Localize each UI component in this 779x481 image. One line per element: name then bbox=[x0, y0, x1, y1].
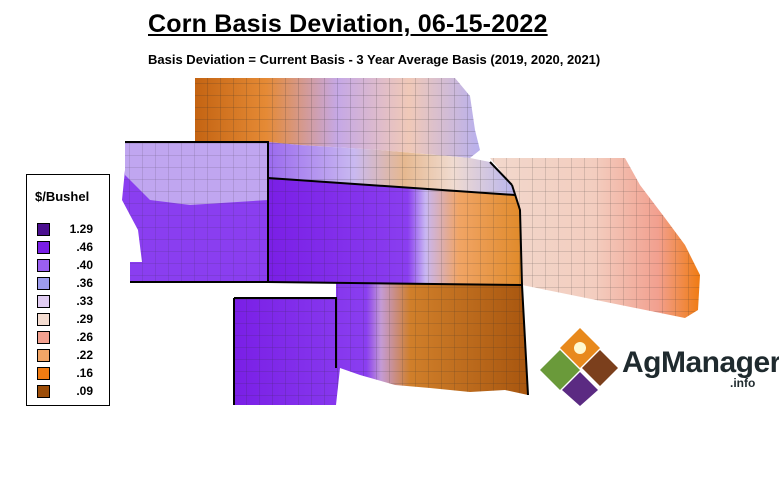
legend-label: .46 bbox=[76, 240, 93, 254]
logo-suffix: .info bbox=[730, 376, 756, 390]
legend-item: .09 bbox=[37, 384, 107, 399]
region-north bbox=[195, 78, 480, 158]
legend-item: .33 bbox=[37, 294, 107, 309]
legend-swatch bbox=[37, 223, 50, 236]
legend-item: .46 bbox=[37, 240, 107, 255]
region-oklahoma bbox=[234, 282, 528, 405]
region-missouri bbox=[490, 158, 700, 318]
legend-swatch bbox=[37, 259, 50, 272]
legend-swatch bbox=[37, 241, 50, 254]
legend-item: .29 bbox=[37, 312, 107, 327]
legend-swatch bbox=[37, 331, 50, 344]
region-kansas bbox=[268, 178, 522, 285]
legend-label: .09 bbox=[76, 384, 93, 398]
state-borders bbox=[125, 141, 529, 405]
legend-item: .16 bbox=[37, 366, 107, 381]
legend-swatch bbox=[37, 349, 50, 362]
legend-item: .40 bbox=[37, 258, 107, 273]
logo-wordmark: AgManager bbox=[622, 346, 779, 379]
legend-label: .33 bbox=[76, 294, 93, 308]
map-subtitle: Basis Deviation = Current Basis - 3 Year… bbox=[148, 52, 601, 67]
legend-label: .16 bbox=[76, 366, 93, 380]
legend-title: $/Bushel bbox=[35, 189, 90, 204]
legend-label: .29 bbox=[76, 312, 93, 326]
map-title: Corn Basis Deviation, 06-15-2022 bbox=[148, 10, 548, 38]
legend-swatch bbox=[37, 313, 50, 326]
agmanager-logo: AgManager .info bbox=[540, 326, 779, 406]
legend-item: .22 bbox=[37, 348, 107, 363]
legend-label: .36 bbox=[76, 276, 93, 290]
legend-swatch bbox=[37, 385, 50, 398]
legend-swatch bbox=[37, 277, 50, 290]
agmanager-logo-mark bbox=[540, 328, 618, 406]
region-colorado bbox=[122, 142, 268, 282]
legend-swatch bbox=[37, 295, 50, 308]
legend-item: .36 bbox=[37, 276, 107, 291]
legend-item: 1.29 bbox=[37, 222, 107, 237]
legend-label: .22 bbox=[76, 348, 93, 362]
legend: $/Bushel 1.29 .46 .40 .36 .33 .29 .26 .22 .16 .09 bbox=[26, 174, 110, 406]
legend-item: .26 bbox=[37, 330, 107, 345]
legend-label: 1.29 bbox=[69, 222, 93, 236]
legend-label: .26 bbox=[76, 330, 93, 344]
legend-swatch bbox=[37, 367, 50, 380]
legend-label: .40 bbox=[76, 258, 93, 272]
